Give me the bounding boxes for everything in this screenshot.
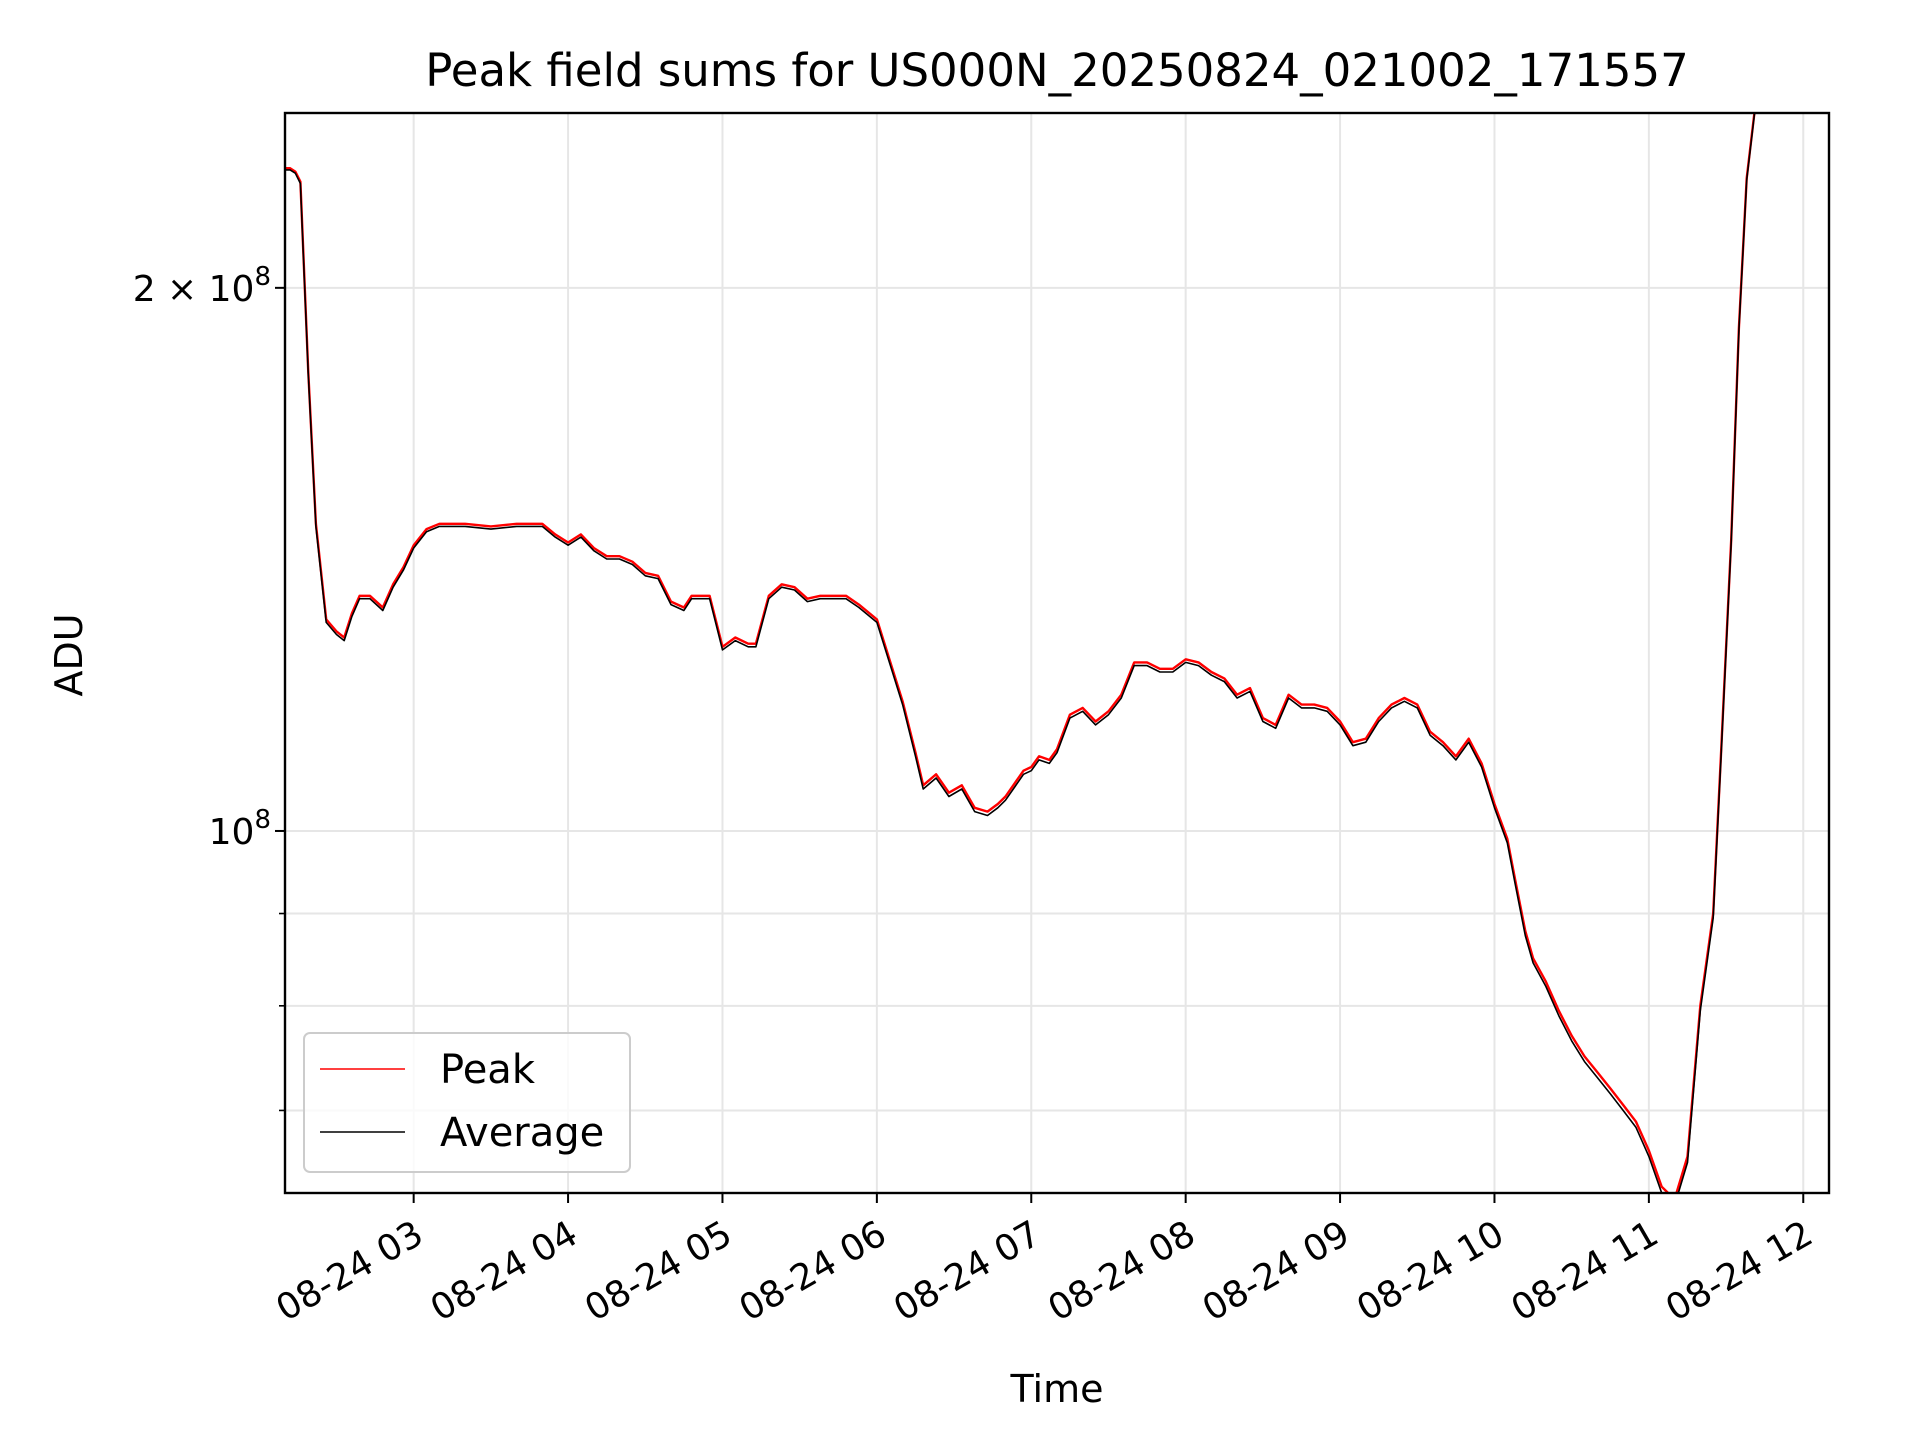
legend-box — [303, 1032, 631, 1173]
series-line-average — [285, 113, 1756, 1193]
y-axis-ticks: 108 2 × 108 — [133, 262, 285, 1112]
y-tick-label: 108 — [209, 805, 271, 853]
series-line-peak — [285, 113, 1756, 1193]
y-tick-label: 2 × 108 — [133, 262, 271, 310]
legend-label-peak: Peak — [440, 1047, 536, 1093]
x-axis-label: Time — [1010, 1367, 1104, 1411]
series-lines — [285, 113, 1756, 1193]
legend-label-average: Average — [440, 1110, 604, 1156]
chart-title: Peak field sums for US000N_20250824_0210… — [425, 44, 1688, 97]
y-axis-label: ADU — [47, 613, 91, 696]
legend: Peak Average — [303, 1032, 631, 1173]
plot-frame — [283, 111, 1831, 1195]
